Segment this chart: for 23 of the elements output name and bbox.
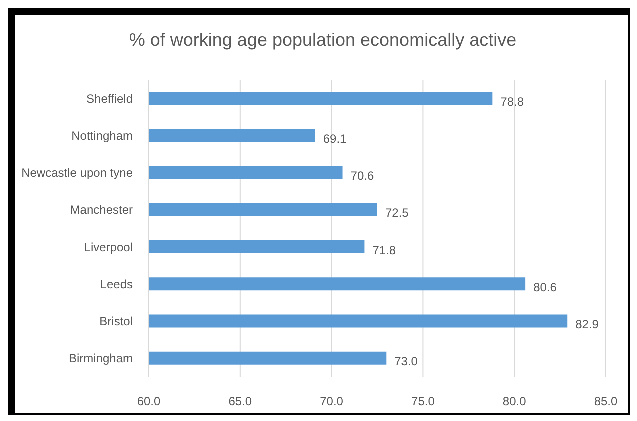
data-label: 70.6 xyxy=(350,169,374,184)
data-label: 71.8 xyxy=(372,243,396,258)
x-tick-label: 70.0 xyxy=(320,394,344,409)
data-label: 72.5 xyxy=(386,206,410,220)
y-tick-label: Liverpool xyxy=(84,240,133,254)
x-tick-label: 60.0 xyxy=(137,394,161,409)
y-tick-label: Bristol xyxy=(100,314,133,329)
y-tick-label: Nottingham xyxy=(72,128,133,143)
x-tick-label: 85.0 xyxy=(594,394,618,409)
data-label: 78.8 xyxy=(500,94,524,109)
y-tick-label: Sheffield xyxy=(86,92,133,106)
data-label: 73.0 xyxy=(394,354,418,369)
data-label: 80.6 xyxy=(534,280,558,294)
chart-title: % of working age population economically active xyxy=(128,30,518,51)
x-tick-label: 75.0 xyxy=(412,394,436,409)
y-tick-label: Birmingham xyxy=(68,352,133,366)
y-tick-label: Manchester xyxy=(70,203,133,218)
data-label: 69.1 xyxy=(323,132,348,146)
x-tick-label: 80.0 xyxy=(502,394,527,409)
y-tick-label: Leeds xyxy=(100,277,133,292)
x-tick-label: 65.0 xyxy=(228,394,252,409)
y-tick-label: Newcastle upon tyne xyxy=(22,166,134,180)
data-label: 82.9 xyxy=(576,318,600,332)
